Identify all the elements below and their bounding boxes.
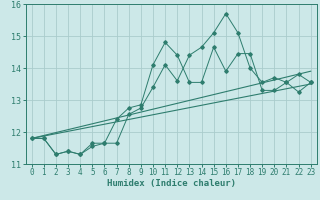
X-axis label: Humidex (Indice chaleur): Humidex (Indice chaleur) xyxy=(107,179,236,188)
